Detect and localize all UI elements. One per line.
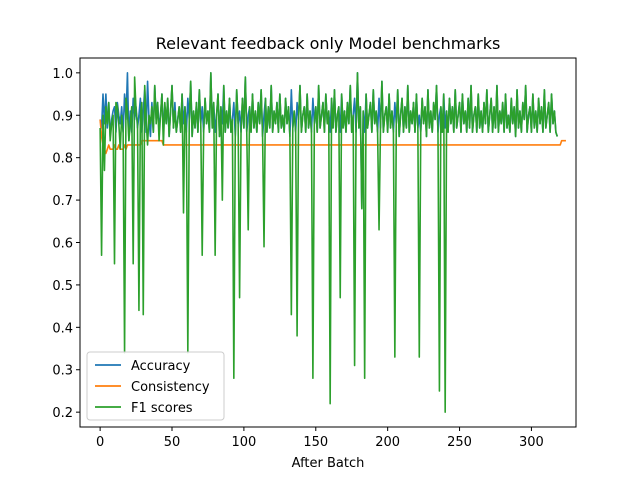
x-tick-label: 50 [164,435,181,450]
y-tick-label: 1.0 [52,67,73,82]
x-axis-title: After Batch [292,456,365,471]
y-tick-label: 0.2 [52,406,73,421]
y-tick-label: 0.4 [52,321,73,336]
x-tick-label: 250 [447,435,472,450]
y-tick-label: 0.3 [52,364,73,379]
chart-title: Relevant feedback only Model benchmarks [156,34,501,53]
y-tick-label: 0.8 [52,152,73,167]
y-tick-label: 0.5 [52,279,73,294]
x-tick-label: 100 [231,435,256,450]
legend: Accuracy Consistency F1 scores [86,351,225,421]
x-tick-label: 0 [96,435,104,450]
legend-box [86,351,225,421]
legend-label-consistency: Consistency [131,380,210,395]
legend-label-accuracy: Accuracy [131,359,191,374]
series-group [99,72,566,413]
x-tick-label: 300 [519,435,544,450]
x-tick-label: 200 [375,435,400,450]
y-tick-label: 0.6 [52,237,73,252]
x-axis: 0 50 100 150 200 250 300 [96,427,544,450]
series-line-consistency [99,119,566,155]
y-axis: 0.2 0.3 0.4 0.5 0.6 0.7 0.8 0.9 1.0 [52,67,80,421]
series-line-f1-scores [99,72,559,413]
legend-label-f1-scores: F1 scores [131,401,193,416]
y-tick-label: 0.7 [52,194,73,209]
x-tick-label: 150 [303,435,328,450]
y-tick-label: 0.9 [52,109,73,124]
